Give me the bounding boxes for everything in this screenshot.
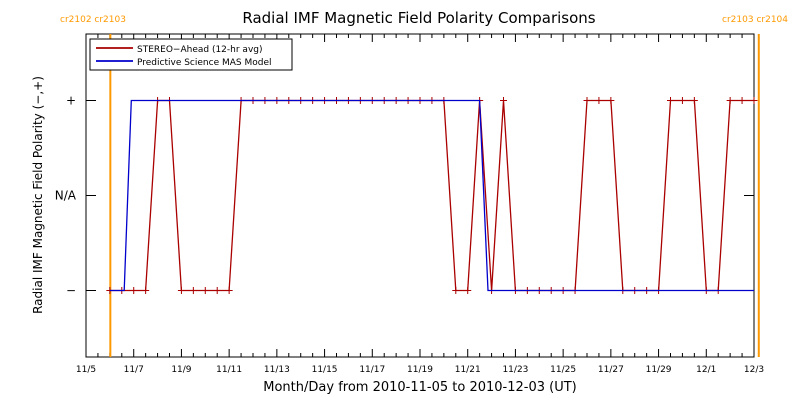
legend-box [89, 38, 293, 71]
x-axis: 11/5 11/7 11/9 11/11 11/13 11/15 11/17 11/19 11/… [76, 34, 764, 375]
data-point [738, 97, 746, 104]
x-tick-label: 12/3 [744, 365, 764, 375]
y-axis: + N/A − [55, 94, 754, 298]
series-line-1 [109, 99, 754, 292]
data-point [678, 97, 686, 104]
carrington-marker-label: cr2102 cr2103 [60, 15, 126, 25]
x-axis-label: Month/Day from 2010-11-05 to 2010-12-03 … [263, 380, 576, 395]
x-tick-label: 11/25 [550, 365, 576, 375]
x-tick-label: 11/7 [124, 365, 144, 375]
x-tick-label: 11/17 [359, 365, 385, 375]
y-axis-label: Radial IMF Magnetic Field Polarity (−,+) [31, 76, 45, 314]
carrington-markers: cr2102 cr2103 cr2103 cr2104 [60, 15, 788, 357]
data-point [213, 287, 221, 294]
data-point [142, 287, 150, 294]
x-tick-label: 11/11 [216, 365, 242, 375]
x-tick-label: 11/27 [598, 365, 624, 375]
data-point [690, 97, 698, 104]
data-point [607, 97, 615, 104]
x-tick-label: 11/29 [646, 365, 672, 375]
x-tick-label: 12/1 [696, 365, 716, 375]
legend: STEREO−Ahead (12-hr avg) Predictive Scien… [89, 38, 293, 71]
legend-label: STEREO−Ahead (12-hr avg) [137, 45, 263, 55]
y-tick-label: + [66, 94, 76, 108]
data-point [189, 287, 197, 294]
data-point [177, 287, 185, 294]
data-point [201, 287, 209, 294]
x-tick-label: 11/13 [264, 365, 290, 375]
data-point [452, 287, 460, 294]
data-point [726, 97, 734, 104]
data-point [225, 287, 233, 294]
data-point [750, 97, 758, 104]
x-tick-label: 11/5 [76, 365, 96, 375]
data-point [667, 97, 674, 104]
series-layer [106, 97, 758, 294]
data-point [500, 97, 507, 104]
legend-label: Predictive Science MAS Model [137, 58, 272, 68]
x-tick-label: 11/15 [312, 365, 338, 375]
y-tick-label: − [66, 284, 76, 298]
x-tick-label: 11/9 [171, 365, 191, 375]
x-tick-label: 11/23 [502, 365, 528, 375]
data-point [130, 287, 138, 294]
y-tick-label: N/A [55, 189, 77, 203]
data-point [464, 287, 472, 294]
carrington-marker-label: cr2103 cr2104 [722, 15, 788, 25]
x-tick-label: 11/21 [455, 365, 481, 375]
data-point [583, 97, 591, 104]
data-point [595, 97, 603, 104]
x-tick-label: 11/19 [407, 365, 433, 375]
chart-title: Radial IMF Magnetic Field Polarity Compa… [242, 9, 595, 27]
